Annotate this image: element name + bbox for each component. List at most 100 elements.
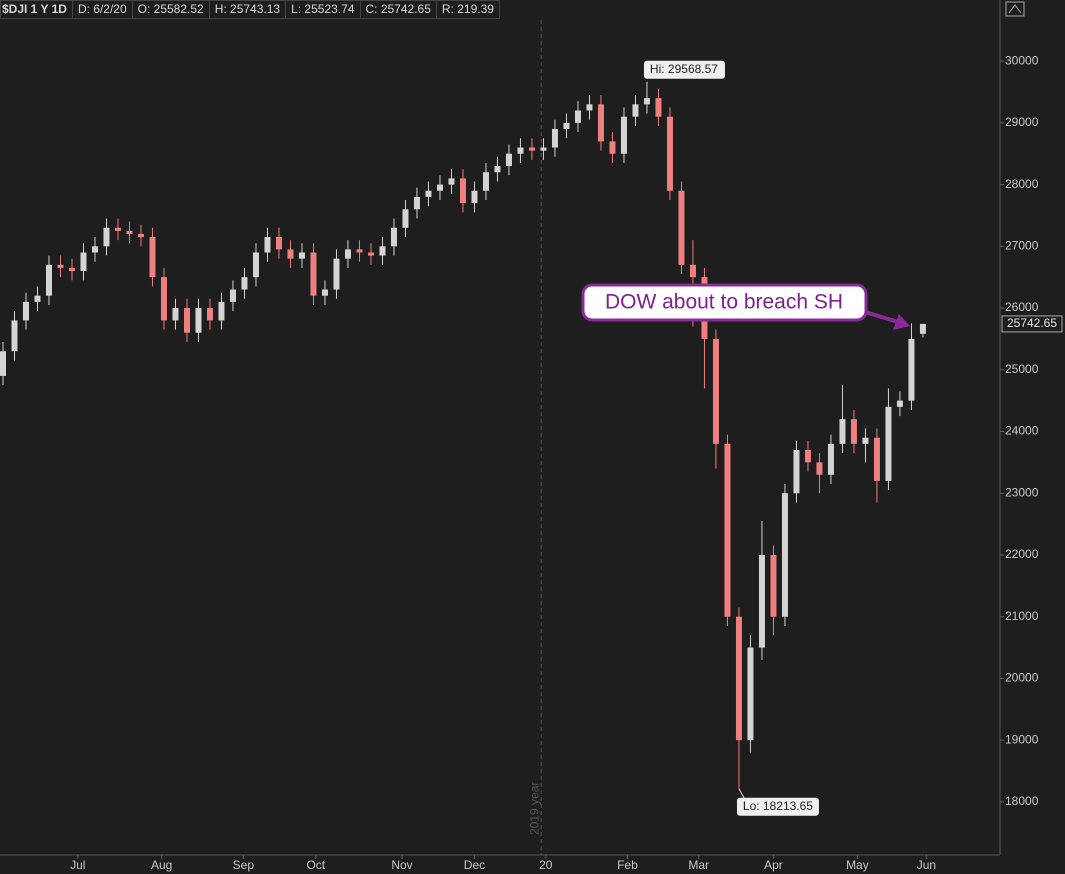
header-item: C: 25742.65: [360, 0, 437, 19]
candle-body: [735, 616, 742, 741]
candle-body: [528, 147, 535, 151]
y-tick-label: 18000: [1005, 794, 1039, 808]
last-price-box: [1001, 315, 1063, 333]
candle-body: [551, 129, 558, 148]
candle-body: [310, 252, 317, 296]
candle-body: [22, 301, 29, 321]
candle-body: [793, 450, 800, 494]
callout-box: [581, 283, 868, 322]
candle-body: [103, 227, 110, 247]
header-item: O: 25582.52: [132, 0, 210, 19]
hi-label-box: [643, 60, 725, 79]
icon-frame: [1005, 1, 1025, 17]
y-tick-label: 22000: [1005, 547, 1039, 561]
candle-body: [471, 190, 478, 204]
y-tick-label: 25000: [1005, 362, 1039, 376]
x-tick-label: 20: [539, 858, 553, 872]
candle-body: [816, 462, 823, 475]
candle-body: [689, 264, 696, 278]
candle-body: [333, 258, 340, 290]
candle-body: [781, 493, 788, 617]
candle-body: [344, 249, 351, 259]
y-tick-label: 26000: [1005, 300, 1039, 314]
candle-body: [11, 320, 18, 352]
y-tick-label: 20000: [1005, 671, 1039, 685]
x-tick-label: Nov: [391, 858, 412, 872]
x-tick-label: Feb: [617, 858, 638, 872]
candle-body: [747, 647, 754, 741]
candle-body: [0, 351, 6, 376]
candle-body: [195, 308, 202, 333]
candle-body: [91, 246, 98, 253]
candle-body: [643, 98, 650, 105]
x-tick-label: May: [846, 858, 869, 872]
candle-body: [80, 252, 87, 272]
y-tick-label: 21000: [1005, 609, 1039, 623]
candle-body: [563, 122, 570, 130]
candle-body: [241, 277, 248, 290]
y-tick-label: 23000: [1005, 485, 1039, 499]
candle-body: [609, 141, 616, 154]
candle-body: [137, 233, 144, 238]
candle-body: [390, 227, 397, 247]
candle-body: [678, 190, 685, 265]
candle-body: [597, 104, 604, 142]
x-tick-label: Dec: [464, 858, 485, 872]
y-tick-label: 28000: [1005, 177, 1039, 191]
candle-body: [919, 323, 926, 334]
candle-body: [724, 443, 731, 617]
candle-body: [160, 277, 167, 321]
x-tick-label: Jul: [70, 858, 85, 872]
y-tick-label: 27000: [1005, 238, 1039, 252]
x-tick-label: Jun: [917, 858, 936, 872]
header-item: D: 6/2/20: [72, 0, 133, 19]
candle-body: [206, 308, 213, 321]
y-tick-label: 24000: [1005, 424, 1039, 438]
x-tick-label: Apr: [764, 858, 783, 872]
candle-body: [68, 267, 75, 272]
y-tick-label: 30000: [1005, 53, 1039, 67]
candle-body: [183, 308, 190, 333]
x-tick-label: Oct: [306, 858, 325, 872]
x-tick-label: Sep: [233, 858, 255, 872]
candle-body: [896, 400, 903, 407]
candle-body: [494, 166, 501, 173]
candle-body: [666, 116, 673, 191]
candle-body: [448, 178, 455, 185]
header-item: L: 25523.74: [286, 0, 361, 19]
callout-text: DOW about to breach SH: [605, 291, 843, 314]
candle-body: [413, 196, 420, 210]
candle-body: [114, 227, 121, 231]
lo-label-box: [736, 797, 819, 816]
candle-body: [804, 450, 811, 463]
x-tick-label: Mar: [688, 858, 709, 872]
candle-body: [850, 419, 857, 444]
candle-body: [402, 209, 409, 228]
candle-body: [586, 104, 593, 111]
year-divider-label: 2019 year: [527, 782, 541, 835]
candle-body: [505, 153, 512, 167]
y-tick-label: 29000: [1005, 115, 1039, 129]
candle-body: [574, 110, 581, 123]
callout-arrow: [861, 309, 899, 324]
candle-body: [367, 252, 374, 256]
candle-body: [172, 308, 179, 321]
candle-body: [45, 264, 52, 296]
candle-body: [885, 406, 892, 481]
header-item: R: 219.39: [436, 0, 500, 19]
candle-body: [459, 178, 466, 204]
candle-body: [34, 295, 41, 302]
settings-icon[interactable]: [1005, 1, 1025, 17]
lo-label: Lo: 18213.65: [743, 799, 813, 813]
candle-body: [632, 104, 639, 117]
candle-body: [482, 172, 489, 191]
candle-body: [425, 190, 432, 197]
candle-body: [264, 237, 271, 253]
candle-body: [436, 184, 443, 191]
candle-body: [252, 252, 259, 278]
plot: 18000 19000 20000 21000 22000 23000 24000 25000…: [0, 20, 1063, 872]
candle-body: [517, 147, 524, 154]
candle-body: [379, 246, 386, 256]
last-price-label: 25742.65: [1007, 316, 1057, 330]
